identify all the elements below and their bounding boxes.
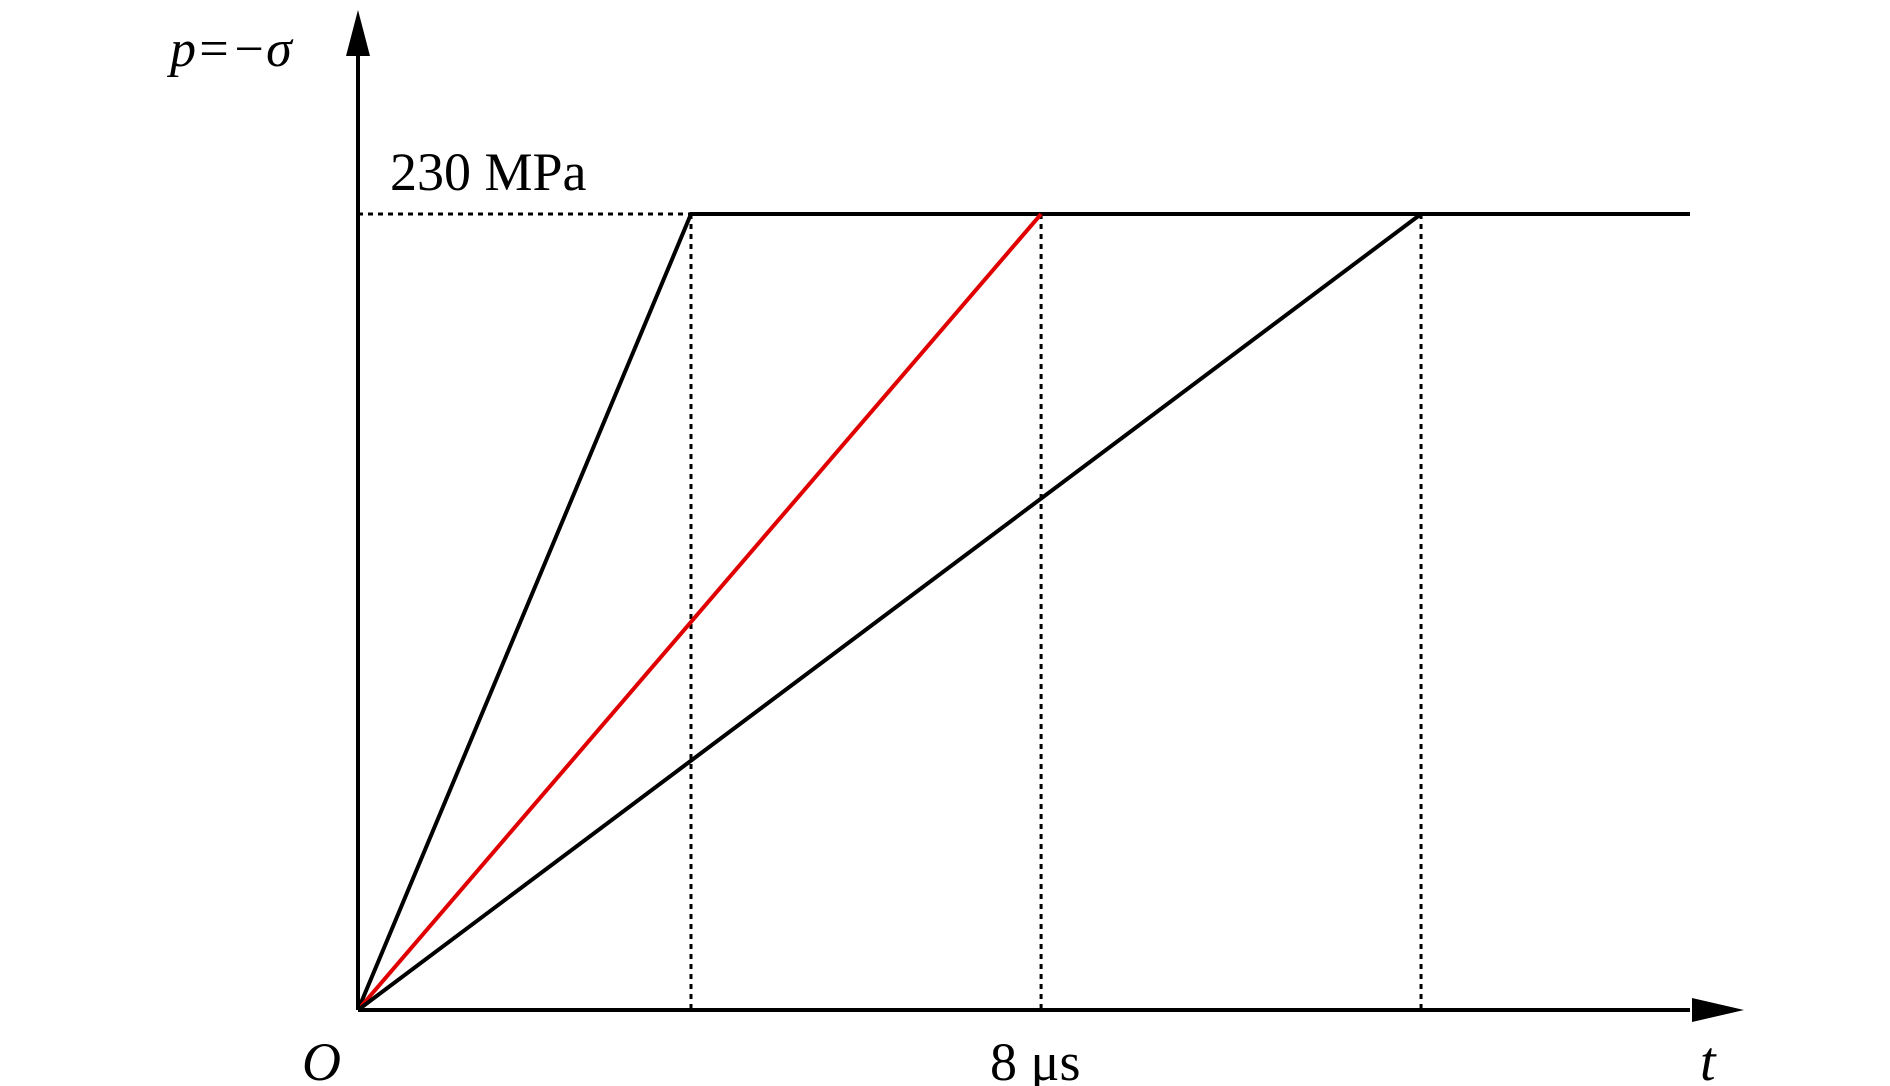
x-axis-arrow [1692, 998, 1744, 1022]
series-line-1 [356, 212, 1690, 1011]
reference-lines [358, 212, 1423, 1010]
axes [346, 10, 1744, 1022]
series-line-3 [356, 212, 1423, 1012]
series-lines [356, 212, 1690, 1012]
x-axis-label: t [1700, 1031, 1717, 1086]
origin-label: O [302, 1032, 341, 1086]
series-line-2 [356, 212, 1043, 1012]
y-axis-arrow [346, 10, 370, 56]
plateau-value-label: 230 MPa [390, 142, 587, 202]
y-axis-label: p=−σ [166, 21, 294, 78]
time-tick-label: 8 μs [990, 1032, 1080, 1086]
